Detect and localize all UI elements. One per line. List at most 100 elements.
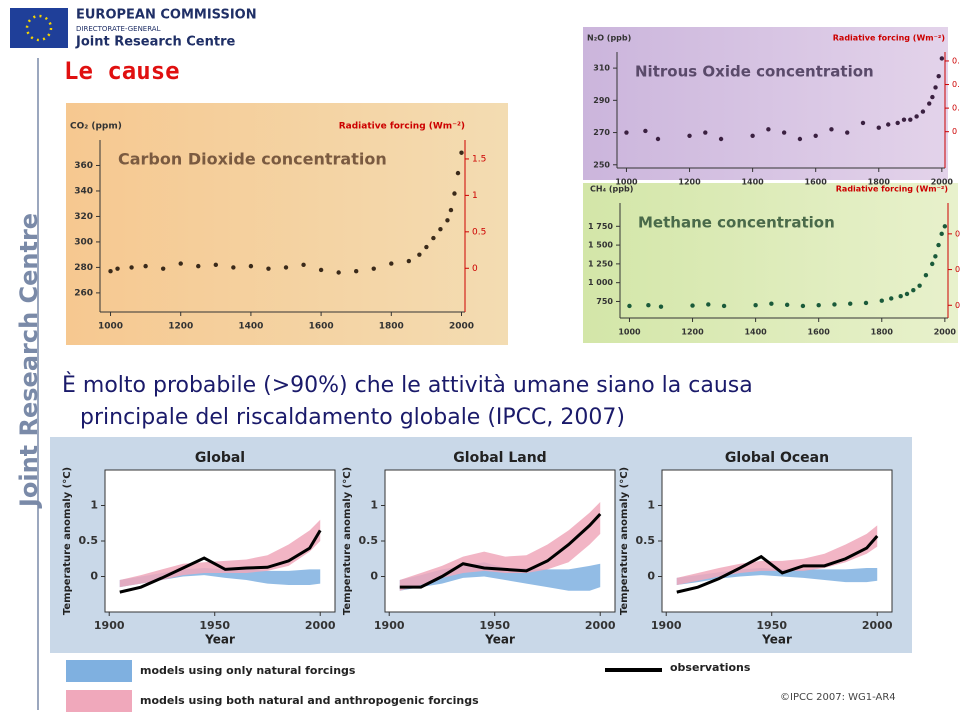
legend-swatch xyxy=(66,690,132,712)
point xyxy=(438,226,443,232)
point xyxy=(706,302,711,307)
y-label: CO₂ (ppm) xyxy=(70,122,122,132)
point xyxy=(936,242,941,248)
y2-tick-label: 0 xyxy=(955,301,960,310)
x-tick-label: 2000 xyxy=(862,619,893,632)
chart-title: Nitrous Oxide concentration xyxy=(635,63,874,81)
point xyxy=(923,272,929,278)
point xyxy=(939,56,945,61)
y-tick-label: 250 xyxy=(593,160,610,169)
x-tick-label: 1800 xyxy=(379,322,404,332)
x-tick-label: 1950 xyxy=(479,619,510,632)
point xyxy=(939,231,944,237)
x-tick-label: 1800 xyxy=(871,328,894,337)
point xyxy=(448,207,454,213)
model-band xyxy=(399,501,601,591)
point xyxy=(898,294,903,299)
y2-tick-label: 0.5 xyxy=(955,229,960,238)
x-tick-label: 1000 xyxy=(618,328,641,337)
y-tick-label: 300 xyxy=(74,237,93,247)
y-tick-label: 0.5 xyxy=(79,534,99,547)
legend-label: models using only natural forcings xyxy=(140,664,356,677)
x-tick-label: 1950 xyxy=(756,619,787,632)
point xyxy=(213,262,219,268)
x-tick-label: 1600 xyxy=(808,328,831,337)
body-line: principale del riscaldamento globale (IP… xyxy=(80,405,625,430)
chart-title: Methane concentration xyxy=(638,214,835,232)
centre: Joint Research Centre xyxy=(75,35,236,50)
point xyxy=(889,296,894,301)
y-tick-label: 0.5 xyxy=(359,534,379,547)
point xyxy=(687,133,692,138)
y-tick-label: 360 xyxy=(74,161,93,171)
x-tick-label: 1400 xyxy=(744,328,767,337)
x-tick-label: 1400 xyxy=(741,178,764,187)
point xyxy=(904,291,910,297)
body-line: È molto probabile (>90%) che le attività… xyxy=(62,372,753,398)
point xyxy=(920,109,926,114)
point xyxy=(371,266,376,271)
point xyxy=(908,117,913,122)
y2-label: Radiative forcing (Wm⁻²) xyxy=(339,122,465,132)
y-tick-label: 1 250 xyxy=(588,259,613,268)
point xyxy=(455,170,461,176)
point xyxy=(863,300,869,306)
y2-tick-label: 1 xyxy=(472,191,478,201)
point xyxy=(721,303,727,309)
x-label: Year xyxy=(204,633,235,647)
point xyxy=(354,269,359,274)
point xyxy=(160,266,166,271)
x-tick-label: 1000 xyxy=(98,322,123,332)
panel xyxy=(583,183,958,343)
y2-tick-label: 0.25 xyxy=(955,265,960,274)
point xyxy=(753,303,758,308)
y-label: Temperature anomaly (°C) xyxy=(62,467,73,615)
point xyxy=(769,301,774,306)
point xyxy=(933,254,938,259)
observation-line xyxy=(676,535,879,594)
y-tick-label: 1 xyxy=(647,499,655,512)
point xyxy=(936,73,941,79)
x-tick-label: 2000 xyxy=(934,328,957,337)
y2-tick-label: 0.15 xyxy=(952,56,960,65)
point xyxy=(845,130,850,135)
legend-label: models using both natural and anthropoge… xyxy=(140,694,479,707)
point xyxy=(196,263,201,269)
point xyxy=(389,261,394,266)
point xyxy=(848,301,853,306)
point xyxy=(927,101,932,106)
panel xyxy=(583,27,948,180)
point xyxy=(452,191,457,196)
y2-tick-label: 0.5 xyxy=(472,227,486,237)
panel xyxy=(66,103,508,345)
point xyxy=(318,267,324,273)
point xyxy=(129,265,134,270)
y-tick-label: 750 xyxy=(596,297,613,306)
eu-flag xyxy=(10,8,68,48)
point xyxy=(417,252,422,257)
point xyxy=(108,269,113,274)
y-label: Temperature anomaly (°C) xyxy=(619,467,630,615)
x-tick-label: 1600 xyxy=(309,322,334,332)
point xyxy=(178,261,183,266)
y-tick-label: 310 xyxy=(593,64,610,73)
point xyxy=(813,133,818,138)
x-tick-label: 1800 xyxy=(868,178,891,187)
point xyxy=(933,85,938,90)
point xyxy=(718,136,724,142)
point xyxy=(930,261,935,267)
point xyxy=(115,266,120,271)
slide-title: Le cause xyxy=(64,57,180,85)
point xyxy=(832,302,837,307)
point xyxy=(336,270,341,275)
point xyxy=(643,128,648,134)
x-tick-label: 1900 xyxy=(651,619,682,632)
x-tick-label: 1600 xyxy=(805,178,828,187)
x-tick-label: 1200 xyxy=(168,322,193,332)
y-tick-label: 280 xyxy=(74,263,93,273)
x-tick-label: 1900 xyxy=(94,619,125,632)
point xyxy=(876,125,881,130)
x-tick-label: 1400 xyxy=(238,322,263,332)
x-tick-label: 2000 xyxy=(585,619,616,632)
chart-title: Carbon Dioxide concentration xyxy=(118,150,387,169)
